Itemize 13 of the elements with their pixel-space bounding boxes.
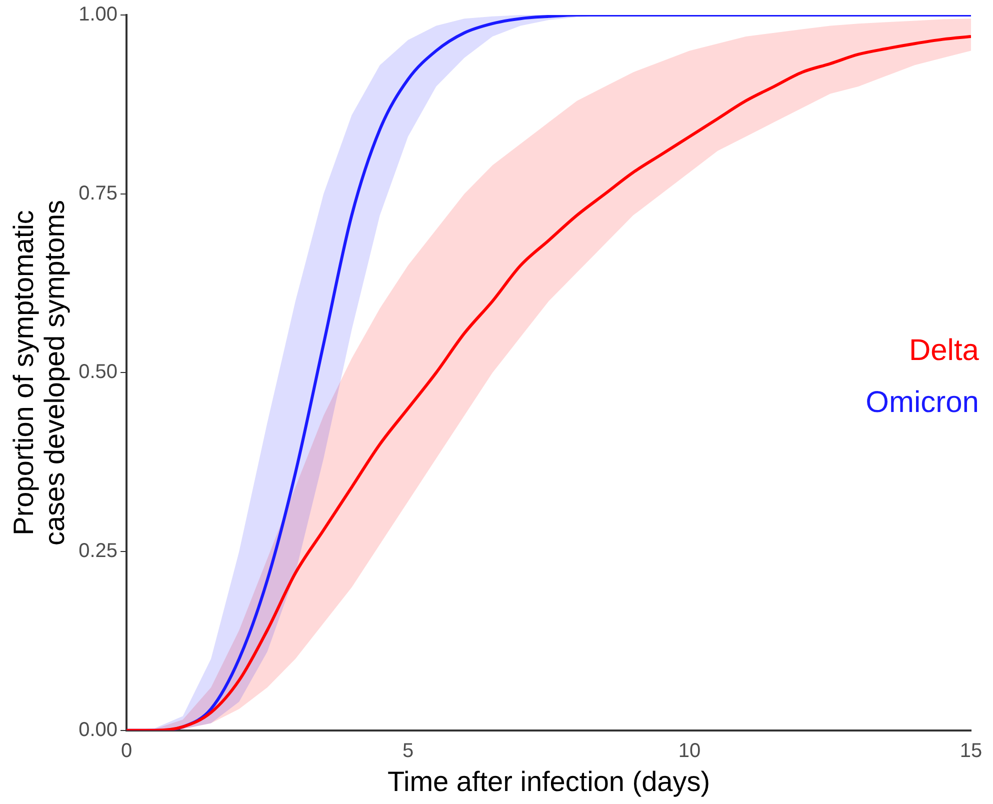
y-tick-label: 1.00 xyxy=(78,4,118,26)
x-tick-label: 5 xyxy=(402,740,414,762)
x-axis-title: Time after infection (days) xyxy=(387,766,710,797)
y-tick-label: 0.00 xyxy=(78,718,118,741)
y-tick-label: 0.50 xyxy=(78,361,118,384)
y-axis-title: Proportion of symptomatic cases developed symptoms xyxy=(8,200,70,546)
text: Omicron xyxy=(866,386,979,419)
x-tick-label: 10 xyxy=(678,740,701,762)
x-tick-label: 0 xyxy=(120,740,132,762)
y-tick-label: 0.25 xyxy=(78,540,118,562)
x-tick-label: 15 xyxy=(960,740,982,762)
y-tick-label: 0.75 xyxy=(78,182,118,204)
text: Delta xyxy=(908,334,980,367)
